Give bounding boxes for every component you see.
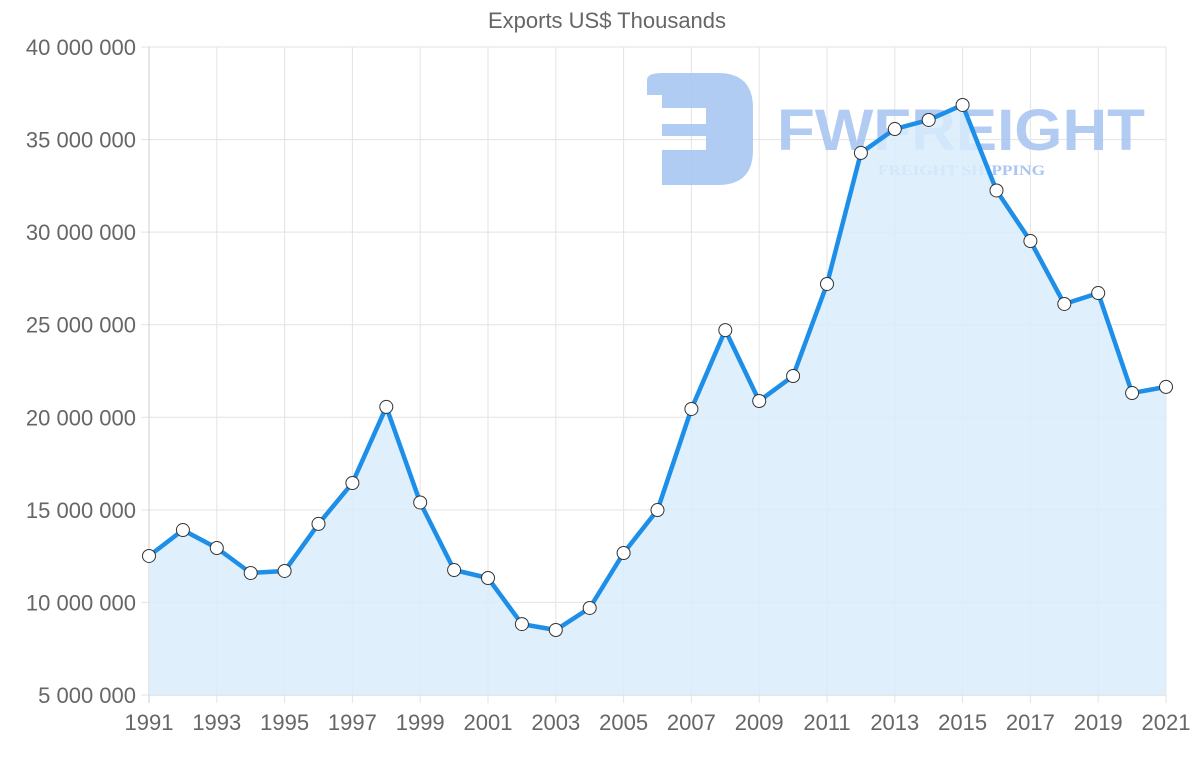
data-point[interactable]: 2009: 20880000 [752,393,767,408]
data-point[interactable]: 2013: 35570000 [887,122,902,137]
data-point[interactable]: 2014: 36060000 [921,112,936,127]
x-tick-label: 2013 [870,710,919,735]
y-tick-label: 15 000 000 [26,498,136,523]
y-tick-label: 5 000 000 [38,683,136,708]
x-tick-label: 2021 [1142,710,1191,735]
data-point[interactable]: 2017: 29520000 [1023,234,1038,249]
data-point[interactable]: 1992: 13910000 [175,523,190,538]
x-tick-label: 2009 [735,710,784,735]
x-tick-label: 1991 [125,710,174,735]
data-point[interactable]: 2008: 24710000 [718,323,733,338]
y-tick-label: 30 000 000 [26,220,136,245]
data-point[interactable]: 1997: 16450000 [345,476,360,491]
area-fill [149,104,1166,695]
data-point[interactable]: 2010: 22230000 [786,368,801,383]
data-point[interactable]: 2020: 21310000 [1125,386,1140,401]
data-point[interactable]: 2001: 11320000 [481,570,495,585]
y-axis: 5 000 000 10 000 000 15 000 000 20 000 000 2… [26,35,136,708]
x-tick-label: 2011 [803,710,850,735]
data-point[interactable]: 2004: 9700000 [582,600,597,615]
y-tick-label: 20 000 000 [26,405,136,430]
y-tick-label: 35 000 000 [26,128,136,153]
data-point[interactable]: 2011: 27200000 [820,276,834,291]
data-point[interactable]: 1993: 12940000 [209,540,224,555]
x-tick-label: 2001 [464,710,513,735]
data-points: 1991: 12510000 1992: 13910000 1993: 129400… [142,97,1173,638]
x-tick-label: 2007 [667,710,716,735]
data-point[interactable]: 2007: 20450000 [684,401,699,416]
data-point[interactable]: 2019: 26710000 [1091,286,1106,301]
data-point[interactable]: 2021: 21640000 [1159,379,1173,394]
data-point[interactable]: 2016: 32250000 [989,183,1004,198]
data-point[interactable]: 2015: 36870000 [955,97,970,112]
data-point[interactable]: 2012: 34280000 [853,145,868,160]
x-tick-label: 1995 [260,710,309,735]
y-tick-label: 25 000 000 [26,313,136,338]
data-point[interactable]: 1994: 11590000 [243,565,258,580]
x-tick-label: 2017 [1006,710,1055,735]
x-tick-label: 2019 [1074,710,1123,735]
data-point[interactable]: 1995: 11700000 [277,563,292,578]
x-tick-label: 2003 [531,710,580,735]
x-tick-label: 1993 [192,710,241,735]
data-point[interactable]: 1998: 20560000 [379,399,394,414]
data-point[interactable]: 1991: 12510000 [142,548,156,563]
data-point[interactable]: 1999: 15400000 [413,495,428,510]
x-tick-label: 2015 [938,710,987,735]
data-point[interactable]: 2018: 26120000 [1057,296,1072,311]
data-point[interactable]: 2006: 14990000 [650,503,665,518]
x-tick-label: 1997 [328,710,377,735]
fw-logo-icon [647,73,753,185]
x-tick-label: 1999 [396,710,445,735]
data-point[interactable]: 1996: 14240000 [311,516,326,531]
data-point[interactable]: 2003: 8510000 [548,623,563,638]
area-fill-path [149,104,1166,695]
x-axis: 1991 1993 1995 1997 1999 2001 2003 2005 2007 2009… [125,710,1191,735]
data-point[interactable]: 2002: 8830000 [514,617,529,632]
y-tick-label: 10 000 000 [26,590,136,615]
chart-title: Exports US$ Thousands [487,8,727,33]
x-tick-label: 2005 [599,710,648,735]
data-point[interactable]: 2005: 12670000 [616,545,631,560]
y-tick-label: 40 000 000 [26,35,136,60]
